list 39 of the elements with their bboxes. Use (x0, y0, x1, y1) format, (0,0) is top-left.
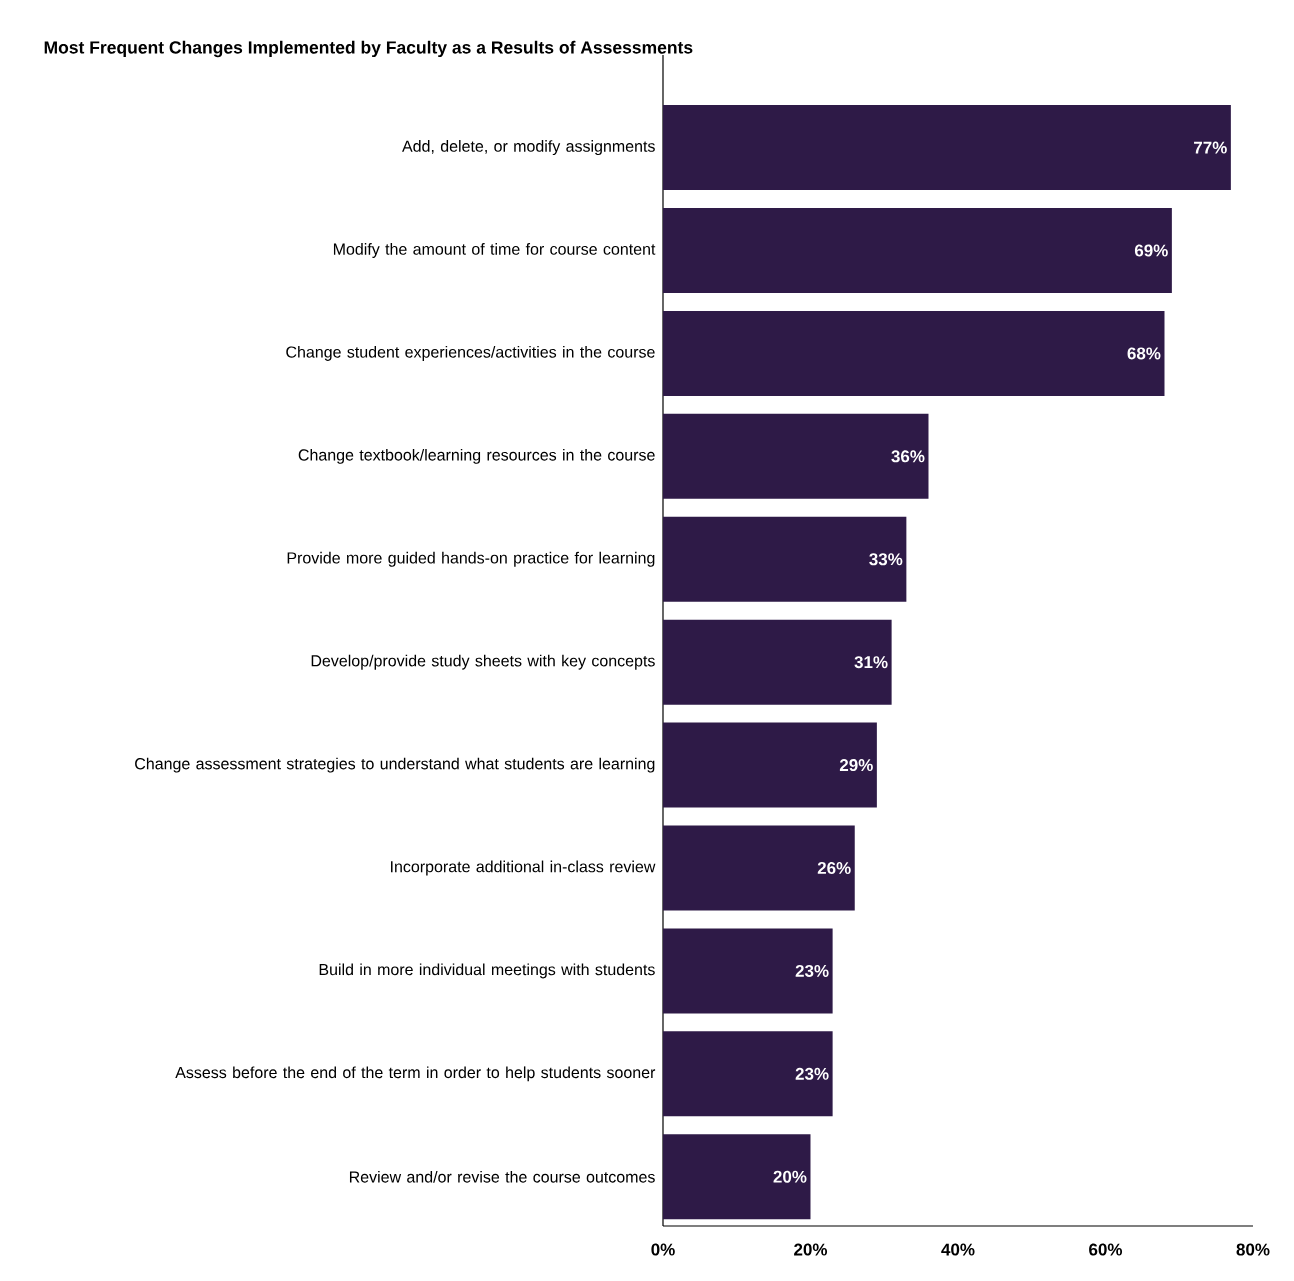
y-tick-label: Assess before the end of the term in order to help students sooner (175, 1066, 656, 1082)
bar (663, 928, 833, 1014)
data-label: 23% (795, 964, 829, 977)
bar (663, 413, 929, 499)
bar (663, 619, 892, 705)
bar (663, 825, 855, 911)
x-tick-label: 80% (1236, 1243, 1270, 1256)
data-label: 26% (817, 861, 851, 875)
data-label: 29% (839, 759, 873, 772)
bar (663, 722, 877, 808)
x-tick-label: 20% (794, 1243, 828, 1256)
y-tick-label: Change textbook/learning resources in the course (298, 448, 655, 464)
y-tick-label: Review and/or revise the course outcomes (349, 1170, 655, 1183)
bar (663, 310, 1165, 396)
bar (663, 207, 1172, 293)
data-label: 77% (1194, 141, 1227, 154)
x-tick-label: 0% (651, 1243, 675, 1256)
y-tick-label: Incorporate additional in-class review (391, 860, 656, 876)
y-tick-label: Develop/provide study sheets with key concepts (311, 654, 655, 670)
data-label: 36% (891, 450, 925, 463)
bar (663, 516, 907, 602)
y-tick-label: Change assessment strategies to understand what students are learning (135, 757, 655, 773)
x-tick-label: 60% (1089, 1243, 1123, 1256)
y-tick-label: Build in more individual meetings with students (319, 963, 655, 979)
y-tick-label: Add, delete, or modify assignments (402, 140, 655, 156)
data-label: 33% (869, 553, 903, 566)
y-tick-label: Change student experiences/activities in the course (286, 345, 655, 361)
bar (663, 1031, 833, 1117)
y-tick-label: Modify the amount of time for course content (333, 243, 656, 258)
text: Most Frequent Changes Implemented by Faculty as a Results of Assessments (44, 40, 693, 58)
data-label: 69% (1134, 244, 1168, 257)
y-tick-label: Provide more guided hands-on practice for learning (287, 551, 655, 567)
data-label: 68% (1127, 347, 1161, 360)
bar (663, 1134, 811, 1220)
data-label: 31% (854, 656, 888, 669)
bar (663, 105, 1231, 191)
data-label: 23% (795, 1067, 829, 1080)
data-label: 20% (773, 1170, 807, 1183)
x-tick-label: 40% (941, 1243, 975, 1256)
